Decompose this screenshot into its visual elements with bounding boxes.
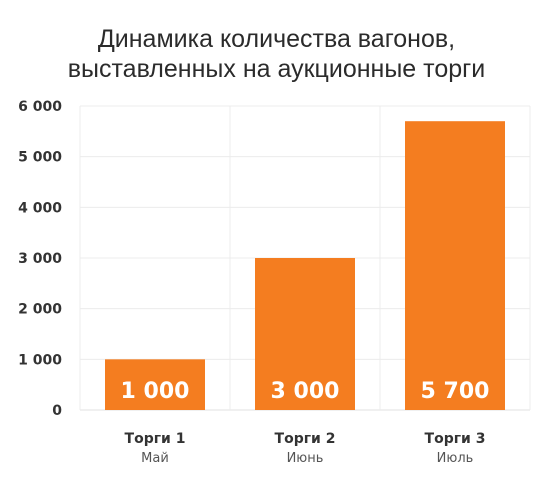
y-tick-label: 6 000 xyxy=(18,99,62,115)
chart-title-line-1: Динамика количества вагонов, xyxy=(97,25,456,53)
bar xyxy=(105,359,205,410)
y-tick-label: 5 000 xyxy=(18,150,62,166)
x-axis: Торги 1 Май Торги 2 Июнь Торги 3 Июль xyxy=(125,431,486,466)
y-tick-label: 0 xyxy=(52,403,62,419)
bar-value-label: 3 000 xyxy=(271,379,340,404)
chart-title-line-2: выставленных на аукционные торги xyxy=(67,55,486,83)
bar xyxy=(255,258,355,410)
x-subcategory-label: Июнь xyxy=(287,451,324,466)
bar xyxy=(405,121,505,410)
x-category-label: Торги 2 xyxy=(275,431,336,447)
y-tick-label: 3 000 xyxy=(18,251,62,267)
x-subcategory-label: Июль xyxy=(437,451,474,466)
chart-title: Динамика количества вагонов, выставленны… xyxy=(0,24,553,84)
bar-value-label: 1 000 xyxy=(121,379,190,404)
x-subcategory-label: Май xyxy=(141,451,169,466)
x-category-label: Торги 1 xyxy=(125,431,186,447)
bars: 1 000 3 000 5 700 xyxy=(105,121,505,410)
x-category-label: Торги 3 xyxy=(425,431,486,447)
bar-value-label: 5 700 xyxy=(421,379,490,404)
y-axis: 0 1 000 2 000 3 000 4 000 5 000 6 000 xyxy=(18,99,62,419)
y-tick-label: 2 000 xyxy=(18,302,62,318)
y-tick-label: 1 000 xyxy=(18,352,62,368)
y-tick-label: 4 000 xyxy=(18,200,62,216)
